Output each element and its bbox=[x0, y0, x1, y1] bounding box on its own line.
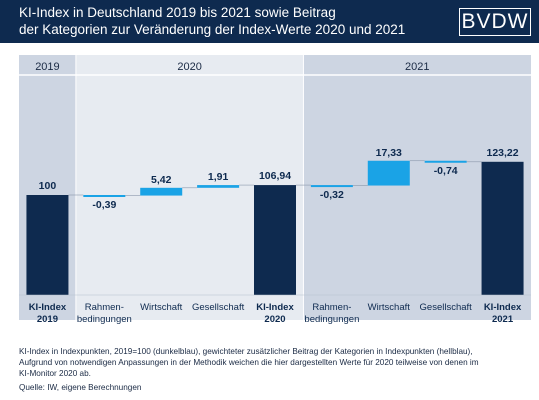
category-label: Rahmen- bbox=[312, 302, 351, 313]
delta-bar bbox=[140, 187, 183, 196]
category-label: bedingungen bbox=[77, 314, 132, 325]
category-label: bedingungen bbox=[304, 314, 359, 325]
note-line-2: Aufgrund von notwendigen Anpassungen in … bbox=[19, 358, 479, 367]
category-label: Gesellschaft bbox=[192, 302, 245, 313]
chart-title: KI-Index in Deutschland 2019 bis 2021 so… bbox=[19, 4, 439, 38]
header-banner: KI-Index in Deutschland 2019 bis 2021 so… bbox=[0, 0, 539, 43]
title-line-2: der Kategorien zur Veränderung der Index… bbox=[19, 22, 406, 37]
category-label: Gesellschaft bbox=[420, 302, 473, 313]
value-label: -0,74 bbox=[434, 165, 458, 177]
note-line-1: KI-Index in Indexpunkten, 2019=100 (dunk… bbox=[19, 347, 473, 356]
chart-notes: KI-Index in Indexpunkten, 2019=100 (dunk… bbox=[19, 346, 529, 379]
group-label: 2019 bbox=[35, 61, 59, 73]
delta-bar bbox=[367, 160, 410, 186]
bvdw-logo: BVDW bbox=[459, 8, 531, 36]
total-bar bbox=[26, 195, 69, 295]
delta-bar bbox=[83, 195, 126, 197]
group-label: 2020 bbox=[177, 61, 201, 73]
chart-svg: 2019 2020 2021 100 -0,39 5,42 1,91 106,94 -0,32 1… bbox=[19, 55, 531, 325]
category-label: KI-Index bbox=[29, 302, 67, 313]
total-bar bbox=[254, 185, 296, 295]
title-line-1: KI-Index in Deutschland 2019 bis 2021 so… bbox=[19, 5, 336, 20]
category-label: 2021 bbox=[492, 314, 514, 325]
delta-bar bbox=[197, 185, 240, 188]
value-label: -0,32 bbox=[320, 189, 344, 201]
note-line-3: KI-Monitor 2020 ab. bbox=[19, 369, 91, 378]
value-label: 123,22 bbox=[486, 147, 518, 159]
delta-bar bbox=[310, 185, 353, 188]
group-label: 2021 bbox=[405, 61, 429, 73]
category-label: 2020 bbox=[264, 314, 285, 325]
value-label: 5,42 bbox=[151, 174, 172, 186]
category-label: KI-Index bbox=[484, 302, 522, 313]
category-label: KI-Index bbox=[256, 302, 294, 313]
delta-bar bbox=[424, 160, 467, 163]
total-bar bbox=[481, 161, 524, 295]
category-label: Wirtschaft bbox=[140, 302, 183, 313]
value-label: 106,94 bbox=[259, 170, 291, 182]
category-label: 2019 bbox=[37, 314, 58, 325]
value-label: 17,33 bbox=[376, 147, 402, 159]
category-label: Wirtschaft bbox=[368, 302, 411, 313]
waterfall-chart: 2019 2020 2021 100 -0,39 5,42 1,91 106,94 -0,32 1… bbox=[0, 55, 539, 345]
source-note: Quelle: IW, eigene Berechnungen bbox=[19, 383, 142, 392]
category-label: Rahmen- bbox=[85, 302, 124, 313]
value-label: 1,91 bbox=[208, 171, 229, 183]
value-label: 100 bbox=[39, 180, 57, 192]
value-label: -0,39 bbox=[92, 199, 116, 211]
